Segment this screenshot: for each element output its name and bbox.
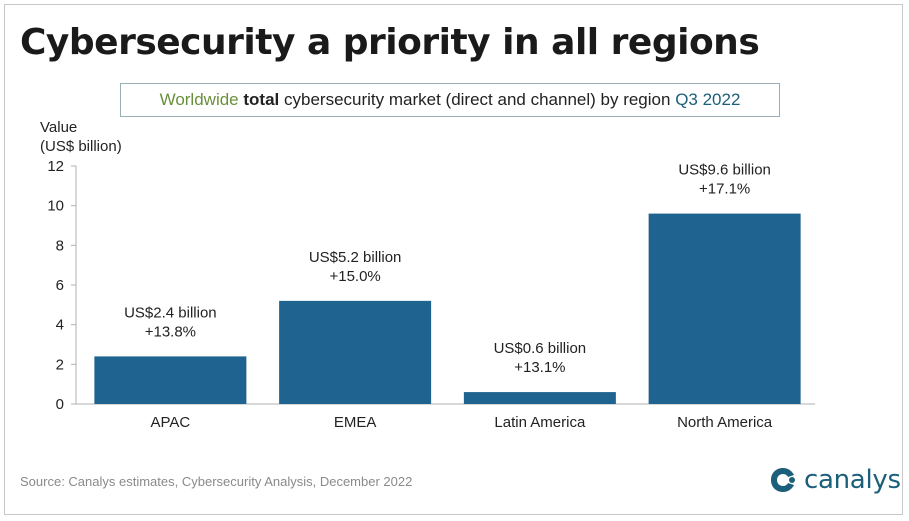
subtitle-worldwide: Worldwide [159,90,239,109]
y-tick-label: 10 [47,198,64,215]
source-note: Source: Canalys estimates, Cybersecurity… [20,474,413,489]
bar-growth-label: +17.1% [699,181,750,198]
y-tick-label: 6 [56,277,64,294]
y-tick-label: 12 [47,158,64,175]
x-category-label: APAC [151,414,191,431]
y-axis-label-line1: Value [40,119,78,136]
bar-growth-label: +13.8% [145,323,196,340]
bar-value-label: US$2.4 billion [124,304,217,321]
y-axis-label-line2: (US$ billion) [40,138,122,155]
bar-value-label: US$5.2 billion [309,249,402,266]
logo-text: canalys [804,465,901,495]
bar-value-label: US$9.6 billion [678,162,771,179]
subtitle-total: total [243,90,280,109]
bar-value-label: US$0.6 billion [494,340,587,357]
y-axis-label: Value (US$ billion) [40,118,122,156]
subtitle-period: Q3 2022 [675,90,741,109]
x-category-label: North America [677,414,773,431]
chart-subtitle-box: Worldwide total cybersecurity market (di… [120,83,780,117]
bar-growth-label: +13.1% [514,359,565,376]
bar [648,213,801,404]
bar [463,392,616,404]
y-tick-label: 2 [56,356,64,373]
bar [279,300,432,404]
x-category-label: Latin America [494,414,586,431]
x-category-label: EMEA [334,414,377,431]
canalys-swirl-icon [771,468,795,492]
y-tick-label: 0 [56,396,64,413]
bar-growth-label: +15.0% [329,268,380,285]
chart-title: Cybersecurity a priority in all regions [20,22,760,63]
subtitle-description: cybersecurity market (direct and channel… [284,90,671,109]
canalys-logo: canalys [768,463,901,497]
bar [94,356,247,404]
y-tick-label: 4 [56,317,64,334]
y-tick-label: 8 [56,237,64,254]
